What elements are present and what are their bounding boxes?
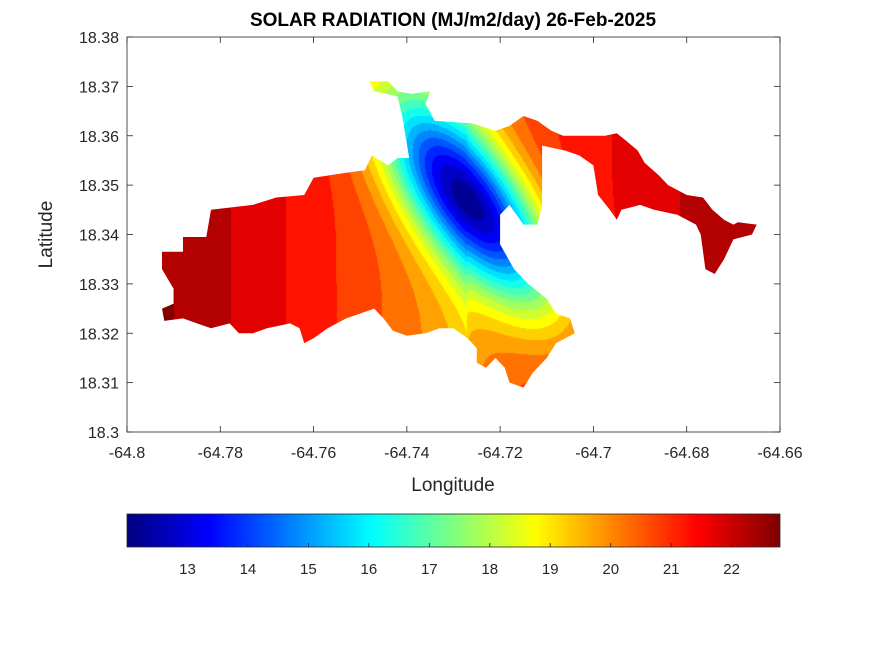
colorbar-gradient — [127, 514, 780, 547]
x-tick-label: -64.66 — [757, 445, 802, 462]
colorbar-tick-label: 15 — [300, 561, 317, 578]
x-tick-label: -64.68 — [664, 445, 709, 462]
colorbar-tick-label: 19 — [542, 561, 559, 578]
x-tick-label: -64.78 — [198, 445, 243, 462]
x-axis-label: Longitude — [411, 475, 494, 496]
x-axis: -64.8 -64.78 -64.76 -64.74 -64.72 -64.7 -64.68… — [109, 37, 803, 462]
y-tick-label: 18.3 — [88, 425, 119, 442]
y-tick-label: 18.31 — [79, 376, 119, 393]
y-tick-label: 18.37 — [79, 79, 119, 96]
y-tick-label: 18.34 — [79, 228, 119, 245]
y-tick-label: 18.33 — [79, 277, 119, 294]
x-tick-label: -64.7 — [575, 445, 612, 462]
colorbar-frame — [126, 513, 781, 548]
colorbar-ticks: 13 14 15 16 17 18 19 20 21 22 — [179, 543, 740, 578]
x-tick-label: -64.76 — [291, 445, 336, 462]
y-axis-label: Latitude — [36, 201, 57, 269]
colorbar-tick-label: 22 — [723, 561, 740, 578]
colorbar-tick-label: 20 — [602, 561, 619, 578]
colorbar-tick-label: 13 — [179, 561, 196, 578]
y-tick-label: 18.32 — [79, 326, 119, 343]
colorbar-tick-label: 16 — [361, 561, 378, 578]
colorbar-tick-label: 14 — [240, 561, 257, 578]
x-tick-label: -64.8 — [109, 445, 146, 462]
x-tick-label: -64.74 — [384, 445, 429, 462]
colorbar: 13 14 15 16 17 18 19 20 21 22 — [126, 513, 781, 578]
y-tick-label: 18.35 — [79, 178, 119, 195]
x-tick-label: -64.72 — [477, 445, 522, 462]
colorbar-tick-label: 18 — [481, 561, 498, 578]
colorbar-tick-label: 17 — [421, 561, 438, 578]
y-tick-label: 18.38 — [79, 30, 119, 47]
chart-title: SOLAR RADIATION (MJ/m2/day) 26-Feb-2025 — [250, 10, 657, 31]
y-tick-label: 18.36 — [79, 129, 119, 146]
y-axis: 18.3 18.31 18.32 18.33 18.34 18.35 18.36 18.37 1… — [79, 30, 780, 442]
colorbar-tick-label: 21 — [663, 561, 680, 578]
